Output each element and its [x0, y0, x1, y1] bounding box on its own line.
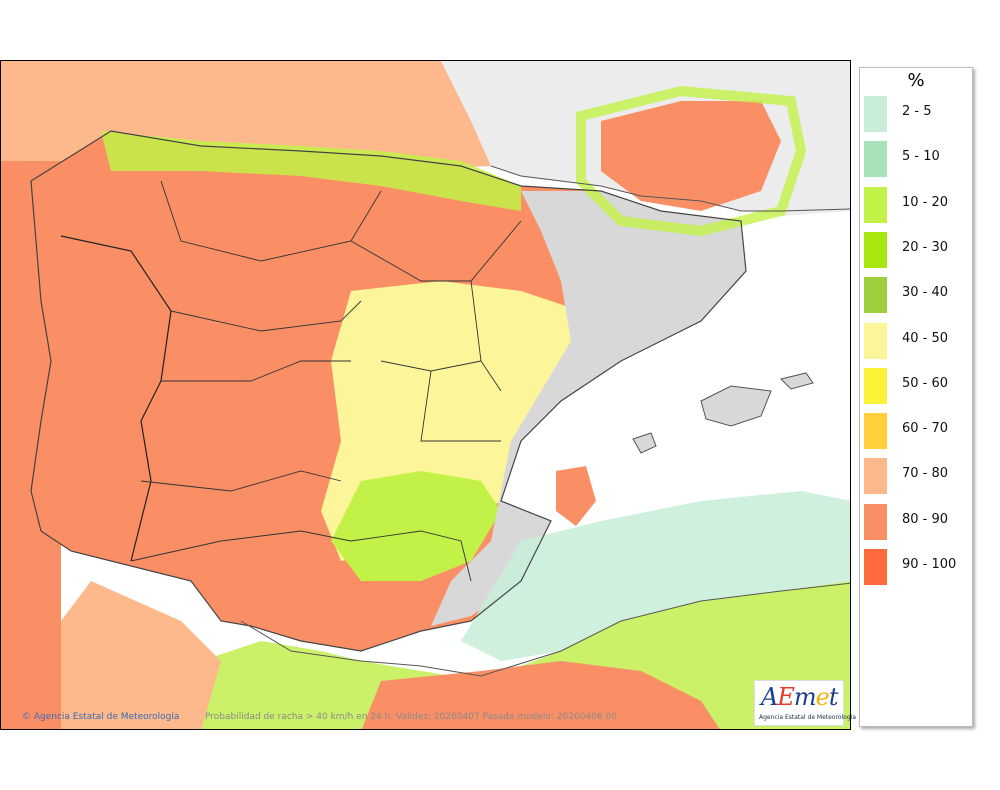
legend-item: 50 - 60 [864, 366, 972, 406]
legend-item: 90 - 100 [864, 547, 972, 587]
legend-label: 10 - 20 [902, 194, 949, 210]
legend-item: 30 - 40 [864, 275, 972, 315]
legend-label: 30 - 40 [902, 285, 949, 301]
legend-swatch [864, 367, 887, 404]
legend-swatch [864, 322, 887, 359]
legend-swatch [864, 141, 887, 178]
mallorca [700, 385, 772, 427]
legend-item: 2 - 5 [864, 94, 972, 134]
sea-red-patch [556, 466, 596, 526]
gulf-lion-field [601, 101, 781, 211]
legend-item: 20 - 30 [864, 230, 972, 270]
menorca [780, 372, 814, 390]
legend-label: 50 - 60 [902, 375, 949, 391]
legend-label: 2 - 5 [902, 104, 932, 119]
legend-swatch [864, 549, 887, 585]
map-caption: Probabilidad de racha > 40 km/h en 24 h.… [205, 712, 617, 722]
france-coast [490, 165, 850, 212]
legend-swatch [864, 277, 887, 314]
africa-south-west [61, 581, 221, 729]
legend-label: 80 - 90 [902, 511, 949, 527]
legend-label: 60 - 70 [902, 421, 949, 437]
legend-swatch [864, 231, 887, 268]
agency-credit: © Agencia Estatal de Meteorología [22, 712, 179, 722]
aemet-logo: AEmet Agencia Estatal de Meteorología [754, 680, 856, 726]
peninsula-outline [30, 130, 747, 652]
sea-green-patch [461, 491, 850, 661]
legend-item: 70 - 80 [864, 456, 972, 496]
legend-label: 40 - 50 [902, 330, 949, 346]
ibiza [632, 432, 657, 454]
legend: % 2 - 5 5 - 10 10 - 20 20 - 30 30 - 40 40 - 5… [859, 67, 973, 727]
legend-label: 5 - 10 [902, 149, 940, 165]
agency-credit-text: Agencia Estatal de Meteorología [33, 712, 180, 722]
probability-map [0, 60, 851, 730]
legend-swatch [864, 96, 887, 132]
aemet-logo-mark: AEmet [761, 683, 838, 711]
africa-red [361, 661, 720, 729]
legend-item: 10 - 20 [864, 185, 972, 225]
legend-unit: % [907, 70, 925, 91]
cantabrian-green [101, 131, 521, 211]
legend-swatch [864, 458, 887, 495]
legend-item: 40 - 50 [864, 321, 972, 361]
legend-item: 5 - 10 [864, 139, 972, 179]
legend-item: 80 - 90 [864, 502, 972, 542]
africa-coast [240, 582, 850, 677]
legend-item: 60 - 70 [864, 411, 972, 451]
legend-swatch [864, 186, 887, 223]
region-borders [130, 180, 522, 582]
legend-swatch [864, 413, 887, 450]
legend-label: 20 - 30 [902, 239, 949, 255]
central-east-green [331, 471, 501, 581]
aemet-logo-subtitle: Agencia Estatal de Meteorología [759, 714, 856, 721]
legend-label: 70 - 80 [902, 466, 949, 482]
levante-grey [431, 191, 746, 626]
legend-label: 90 - 100 [902, 557, 957, 572]
portugal-border [60, 235, 172, 562]
copyright-icon: © [22, 712, 31, 722]
legend-swatch [864, 503, 887, 540]
